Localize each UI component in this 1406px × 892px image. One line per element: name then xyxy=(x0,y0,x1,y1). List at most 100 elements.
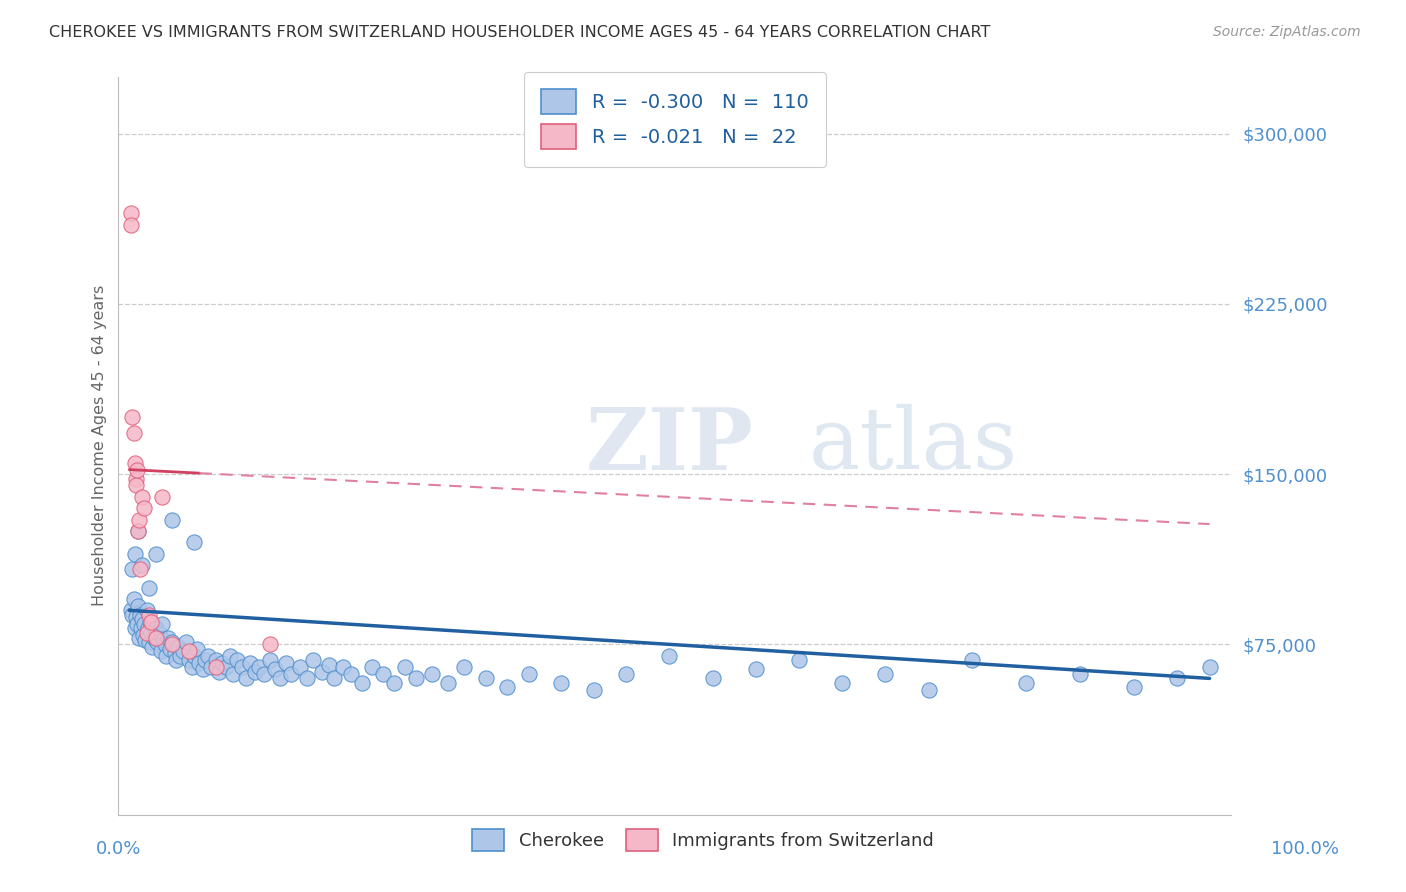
Point xyxy=(177,644,200,658)
Point xyxy=(165,653,187,667)
Point xyxy=(153,637,176,651)
Point xyxy=(129,622,152,636)
Point xyxy=(131,612,153,626)
Point xyxy=(496,681,519,695)
Point xyxy=(138,607,160,622)
Point xyxy=(124,456,146,470)
Point xyxy=(162,512,184,526)
Point xyxy=(264,662,287,676)
Point xyxy=(121,607,143,622)
Point xyxy=(131,490,153,504)
Point xyxy=(420,666,443,681)
Point xyxy=(132,628,155,642)
Point xyxy=(394,660,416,674)
Point xyxy=(382,676,405,690)
Point xyxy=(150,490,173,504)
Point xyxy=(253,666,276,681)
Point xyxy=(139,615,162,629)
Point xyxy=(274,656,297,670)
Text: CHEROKEE VS IMMIGRANTS FROM SWITZERLAND HOUSEHOLDER INCOME AGES 45 - 64 YEARS CO: CHEROKEE VS IMMIGRANTS FROM SWITZERLAND … xyxy=(49,25,991,40)
Point xyxy=(139,615,162,629)
Point xyxy=(1198,660,1220,674)
Point xyxy=(120,218,142,232)
Legend: R =  -0.300   N =  110, R =  -0.021   N =  22: R = -0.300 N = 110, R = -0.021 N = 22 xyxy=(523,72,825,167)
Point xyxy=(614,666,637,681)
Point xyxy=(318,657,340,672)
Point xyxy=(122,591,145,606)
Point xyxy=(259,653,281,667)
Point xyxy=(125,472,148,486)
Point xyxy=(453,660,475,674)
Point xyxy=(157,631,180,645)
Point xyxy=(875,666,897,681)
Point xyxy=(200,660,222,674)
Text: 100.0%: 100.0% xyxy=(1271,840,1339,858)
Point xyxy=(1015,676,1038,690)
Text: ZIP: ZIP xyxy=(586,404,754,488)
Point xyxy=(831,676,853,690)
Point xyxy=(437,676,460,690)
Legend: Cherokee, Immigrants from Switzerland: Cherokee, Immigrants from Switzerland xyxy=(464,822,942,858)
Point xyxy=(134,632,156,647)
Text: atlas: atlas xyxy=(808,404,1018,487)
Point xyxy=(361,660,384,674)
Point xyxy=(323,672,346,686)
Point xyxy=(280,666,302,681)
Point xyxy=(371,666,394,681)
Point xyxy=(131,558,153,572)
Point xyxy=(143,631,166,645)
Point xyxy=(235,672,257,686)
Point xyxy=(134,616,156,631)
Point xyxy=(183,535,205,549)
Point xyxy=(350,676,373,690)
Point xyxy=(127,599,149,613)
Point xyxy=(121,562,143,576)
Point xyxy=(177,653,200,667)
Point xyxy=(155,648,177,663)
Point xyxy=(269,672,291,686)
Point xyxy=(146,635,169,649)
Point xyxy=(141,640,163,654)
Point xyxy=(127,524,149,538)
Point xyxy=(339,666,361,681)
Point xyxy=(145,622,167,636)
Point xyxy=(166,640,188,654)
Point xyxy=(127,524,149,538)
Point xyxy=(204,660,226,674)
Point xyxy=(231,660,253,674)
Point xyxy=(145,547,167,561)
Point xyxy=(787,653,810,667)
Y-axis label: Householder Income Ages 45 - 64 years: Householder Income Ages 45 - 64 years xyxy=(93,285,107,607)
Point xyxy=(405,672,427,686)
Point xyxy=(124,622,146,636)
Point xyxy=(186,641,208,656)
Point xyxy=(159,641,181,656)
Point xyxy=(163,647,186,661)
Point xyxy=(194,653,217,667)
Point xyxy=(169,648,191,663)
Point xyxy=(215,660,238,674)
Point xyxy=(124,547,146,561)
Point xyxy=(917,682,939,697)
Point xyxy=(162,637,184,651)
Point xyxy=(148,626,170,640)
Point xyxy=(138,635,160,649)
Point xyxy=(135,603,157,617)
Point xyxy=(1166,672,1188,686)
Point xyxy=(176,635,198,649)
Point xyxy=(222,666,245,681)
Point xyxy=(658,648,681,663)
Point xyxy=(129,607,152,622)
Text: Source: ZipAtlas.com: Source: ZipAtlas.com xyxy=(1213,25,1361,39)
Point xyxy=(138,581,160,595)
Point xyxy=(128,631,150,645)
Point xyxy=(197,648,219,663)
Point xyxy=(332,660,354,674)
Point xyxy=(152,632,174,647)
Point xyxy=(122,426,145,441)
Point xyxy=(188,656,211,670)
Point xyxy=(582,682,605,697)
Point xyxy=(125,616,148,631)
Point xyxy=(180,660,202,674)
Point xyxy=(474,672,496,686)
